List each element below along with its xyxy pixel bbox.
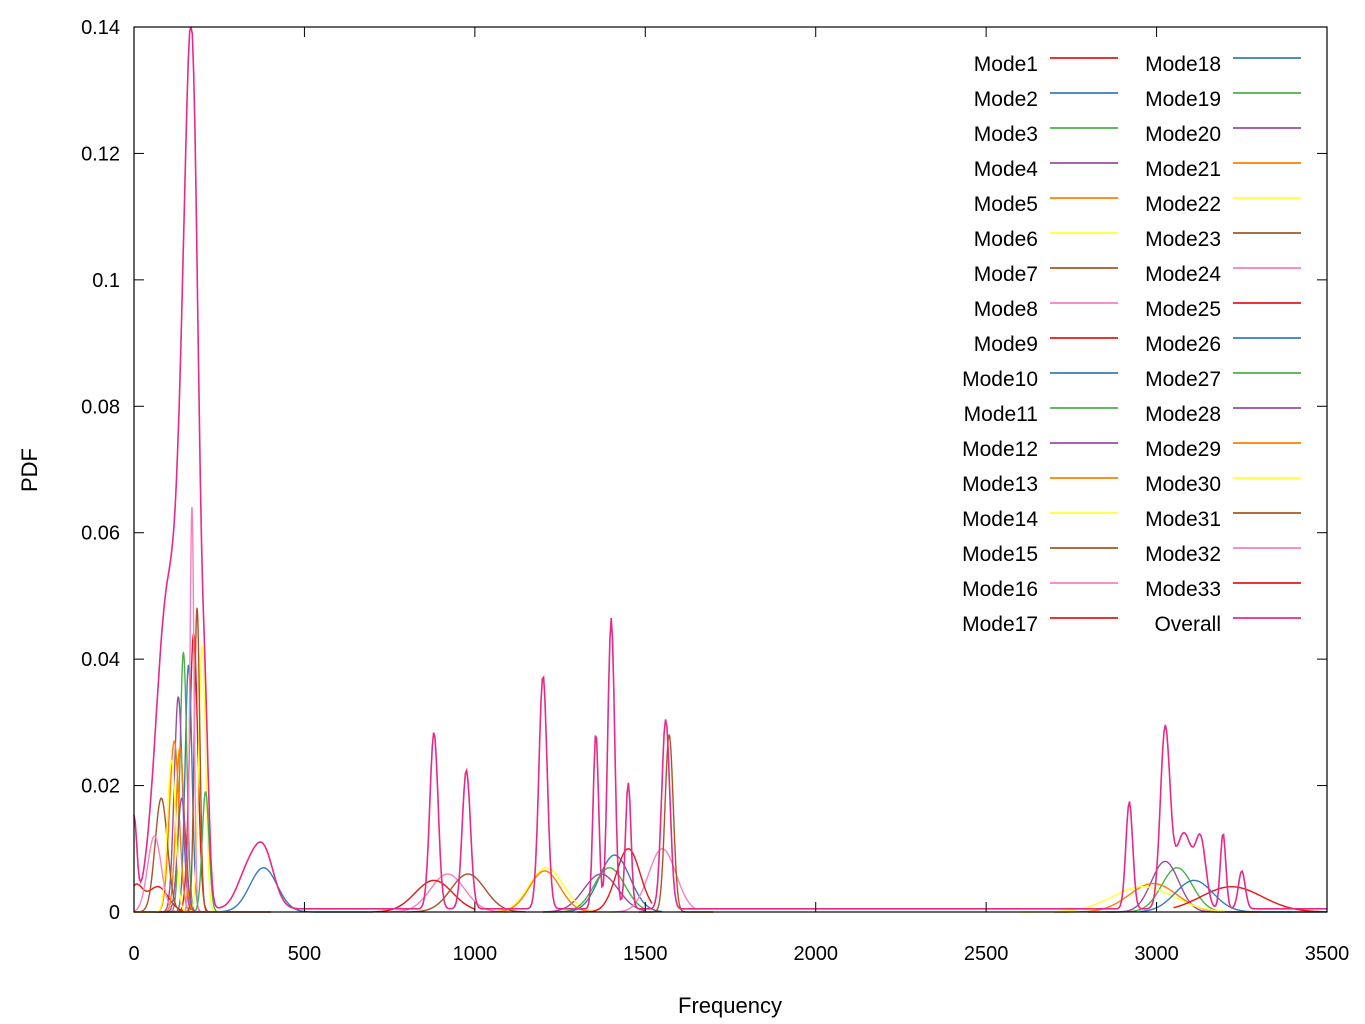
- legend-label: Mode6: [974, 228, 1038, 251]
- series-line-mode12: [543, 873, 646, 913]
- legend-label: Mode28: [1145, 403, 1221, 426]
- legend-label: Mode21: [1145, 158, 1221, 181]
- x-tick-label: 500: [288, 943, 321, 965]
- legend-label: Mode10: [962, 368, 1038, 391]
- x-tick-label: 3500: [1305, 943, 1350, 965]
- y-tick-label: 0.08: [81, 396, 120, 418]
- y-tick-label: 0.12: [81, 143, 120, 165]
- legend-label: Overall: [1154, 613, 1221, 636]
- legend-label: Mode17: [962, 613, 1038, 636]
- legend-label: Mode5: [974, 193, 1038, 216]
- legend-label: Mode16: [962, 578, 1038, 601]
- y-tick-label: 0.06: [81, 523, 120, 545]
- legend: Mode1 Mode2 Mode3 Mode4 Mode5 Mode6 Mode7 Mode8…: [962, 53, 1301, 636]
- legend-label: Mode24: [1145, 263, 1221, 286]
- legend-label: Mode32: [1145, 543, 1221, 566]
- legend-label: Mode23: [1145, 228, 1221, 251]
- legend-label: Mode29: [1145, 438, 1221, 461]
- legend-label: Mode18: [1145, 53, 1221, 76]
- x-tick-label: 1500: [623, 943, 668, 965]
- legend-label: Mode26: [1145, 333, 1221, 356]
- legend-label: Mode1: [974, 53, 1038, 76]
- legend-label: Mode14: [962, 508, 1038, 531]
- series-line-mode25: [1173, 886, 1327, 913]
- legend-label: Mode12: [962, 438, 1038, 461]
- y-tick-label: 0.1: [92, 270, 120, 292]
- y-tick-label: 0: [109, 902, 120, 924]
- legend-label: Mode27: [1145, 368, 1221, 391]
- legend-label: Mode20: [1145, 123, 1221, 146]
- y-tick-label: 0.14: [81, 17, 120, 39]
- series-line-mode24: [611, 848, 697, 913]
- legend-label: Mode25: [1145, 298, 1221, 321]
- legend-label: Mode3: [974, 123, 1038, 146]
- x-tick-label: 1000: [453, 943, 498, 965]
- x-tick-label: 0: [128, 943, 139, 965]
- legend-label: Mode22: [1145, 193, 1221, 216]
- legend-label: Mode7: [974, 263, 1038, 286]
- legend-label: Mode15: [962, 543, 1038, 566]
- legend-label: Mode2: [974, 88, 1038, 111]
- x-axis-title: Frequency: [678, 993, 782, 1018]
- legend-label: Mode11: [964, 403, 1038, 426]
- x-tick-label: 2000: [793, 943, 838, 965]
- ticks-layer: 0 500 1000 1500 2000 2500 3000 3500 0 0.02 0.04 0.0…: [81, 17, 1349, 965]
- legend-label: Mode9: [974, 333, 1038, 356]
- legend-label: Mode19: [1145, 88, 1221, 111]
- y-tick-label: 0.04: [81, 649, 120, 671]
- legend-label: Mode31: [1145, 508, 1221, 531]
- y-tick-label: 0.02: [81, 776, 120, 798]
- legend-label: Mode4: [974, 158, 1039, 181]
- series-line-overall: [133, 26, 1327, 910]
- legend-label: Mode8: [974, 298, 1038, 321]
- legend-label: Mode33: [1145, 578, 1221, 601]
- x-tick-label: 2500: [964, 943, 1009, 965]
- legend-label: Mode13: [962, 473, 1038, 496]
- y-axis-title: PDF: [17, 448, 42, 492]
- legend-label: Mode30: [1145, 473, 1221, 496]
- x-tick-label: 3000: [1134, 943, 1179, 965]
- plot-frame: [133, 26, 1328, 913]
